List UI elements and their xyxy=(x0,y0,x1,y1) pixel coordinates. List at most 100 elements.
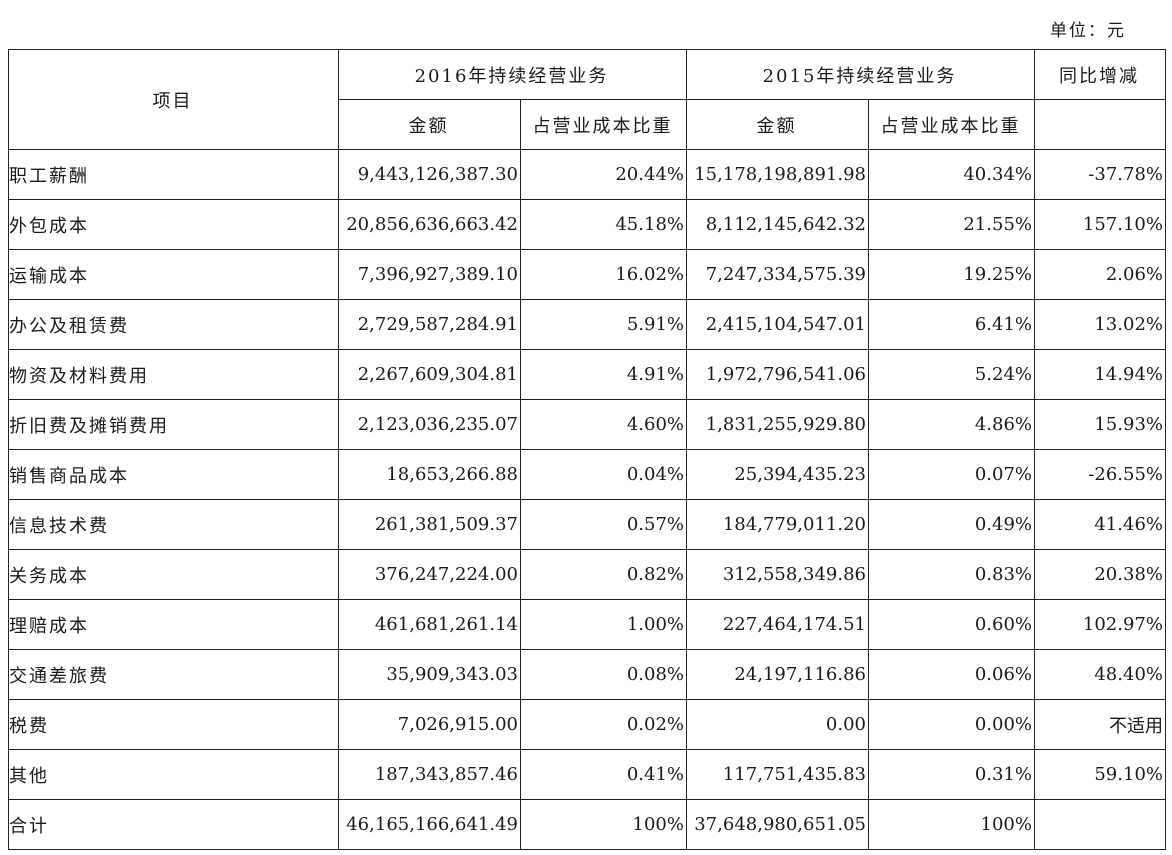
yoy-change: 14.94% xyxy=(1034,349,1166,400)
row-name: 折旧费及摊销费用 xyxy=(8,399,339,450)
amount-2016: 187,343,857.46 xyxy=(338,749,521,800)
row-name: 信息技术费 xyxy=(8,499,339,550)
yoy-change: 不适用 xyxy=(1034,699,1166,750)
amount-2016: 9,443,126,387.30 xyxy=(338,149,521,200)
table-row: 关务成本 376,247,224.00 0.82% 312,558,349.86… xyxy=(8,549,1166,600)
table-row: 其他 187,343,857.46 0.41% 117,751,435.83 0… xyxy=(8,749,1166,800)
ratio-2016: 0.41% xyxy=(520,749,687,800)
cost-table: 项目 2016年持续经营业务 2015年持续经营业务 同比增减 金额 占营业成本… xyxy=(8,49,1166,850)
ratio-2015: 40.34% xyxy=(868,149,1035,200)
ratio-2016: 0.82% xyxy=(520,549,687,600)
row-name: 职工薪酬 xyxy=(8,149,339,200)
row-name: 其他 xyxy=(8,749,339,800)
table-row: 交通差旅费 35,909,343.03 0.08% 24,197,116.86 … xyxy=(8,649,1166,700)
yoy-change: 13.02% xyxy=(1034,299,1166,350)
amount-2015: 227,464,174.51 xyxy=(686,599,869,650)
row-name: 合计 xyxy=(8,799,339,850)
amount-2015: 117,751,435.83 xyxy=(686,749,869,800)
ratio-2015: 0.60% xyxy=(868,599,1035,650)
amount-2016: 7,396,927,389.10 xyxy=(338,249,521,300)
ratio-2016: 0.02% xyxy=(520,699,687,750)
amount-2016: 18,653,266.88 xyxy=(338,449,521,500)
ratio-2016: 16.02% xyxy=(520,249,687,300)
amount-2016: 7,026,915.00 xyxy=(338,699,521,750)
header-2016: 2016年持续经营业务 xyxy=(338,49,687,100)
ratio-2015: 4.86% xyxy=(868,399,1035,450)
amount-2015: 15,178,198,891.98 xyxy=(686,149,869,200)
row-name: 办公及租赁费 xyxy=(8,299,339,350)
unit-label: 单位：元 xyxy=(1050,21,1126,41)
ratio-2016: 4.91% xyxy=(520,349,687,400)
ratio-2015: 5.24% xyxy=(868,349,1035,400)
table-row: 办公及租赁费 2,729,587,284.91 5.91% 2,415,104,… xyxy=(8,299,1166,350)
ratio-2015: 6.41% xyxy=(868,299,1035,350)
ratio-2016: 4.60% xyxy=(520,399,687,450)
yoy-change: 59.10% xyxy=(1034,749,1166,800)
ratio-2015: 19.25% xyxy=(868,249,1035,300)
amount-2016: 2,123,036,235.07 xyxy=(338,399,521,450)
yoy-change: 20.38% xyxy=(1034,549,1166,600)
ratio-2016: 45.18% xyxy=(520,199,687,250)
table-row: 外包成本 20,856,636,663.42 45.18% 8,112,145,… xyxy=(8,199,1166,250)
row-name: 关务成本 xyxy=(8,549,339,600)
amount-2016: 2,729,587,284.91 xyxy=(338,299,521,350)
ratio-2015: 0.00% xyxy=(868,699,1035,750)
yoy-change: 102.97% xyxy=(1034,599,1166,650)
yoy-change: 15.93% xyxy=(1034,399,1166,450)
table-row: 运输成本 7,396,927,389.10 16.02% 7,247,334,5… xyxy=(8,249,1166,300)
amount-2016: 20,856,636,663.42 xyxy=(338,199,521,250)
table-row: 物资及材料费用 2,267,609,304.81 4.91% 1,972,796… xyxy=(8,349,1166,400)
header-yoy: 同比增减 xyxy=(1034,49,1166,100)
amount-2015: 184,779,011.20 xyxy=(686,499,869,550)
yoy-change xyxy=(1034,799,1166,850)
ratio-2016: 1.00% xyxy=(520,599,687,650)
amount-2015: 1,831,255,929.80 xyxy=(686,399,869,450)
row-name: 物资及材料费用 xyxy=(8,349,339,400)
amount-2016: 46,165,166,641.49 xyxy=(338,799,521,850)
row-name: 税费 xyxy=(8,699,339,750)
table-row: 理赔成本 461,681,261.14 1.00% 227,464,174.51… xyxy=(8,599,1166,650)
ratio-2016: 0.04% xyxy=(520,449,687,500)
ratio-2015: 0.07% xyxy=(868,449,1035,500)
yoy-change: 41.46% xyxy=(1034,499,1166,550)
header-ratio-2015: 占营业成本比重 xyxy=(868,99,1035,150)
amount-2015: 25,394,435.23 xyxy=(686,449,869,500)
header-amount-2016: 金额 xyxy=(338,99,521,150)
table-row: 税费 7,026,915.00 0.02% 0.00 0.00% 不适用 xyxy=(8,699,1166,750)
total-row: 合计 46,165,166,641.49 100% 37,648,980,651… xyxy=(8,799,1166,850)
ratio-2016: 20.44% xyxy=(520,149,687,200)
ratio-2016: 0.08% xyxy=(520,649,687,700)
amount-2015: 312,558,349.86 xyxy=(686,549,869,600)
ratio-2015: 0.83% xyxy=(868,549,1035,600)
ratio-2016: 100% xyxy=(520,799,687,850)
yoy-change: -37.78% xyxy=(1034,149,1166,200)
table-row: 职工薪酬 9,443,126,387.30 20.44% 15,178,198,… xyxy=(8,149,1166,200)
header-2015: 2015年持续经营业务 xyxy=(686,49,1035,100)
ratio-2015: 21.55% xyxy=(868,199,1035,250)
table-row: 信息技术费 261,381,509.37 0.57% 184,779,011.2… xyxy=(8,499,1166,550)
row-name: 理赔成本 xyxy=(8,599,339,650)
amount-2016: 261,381,509.37 xyxy=(338,499,521,550)
amount-2015: 8,112,145,642.32 xyxy=(686,199,869,250)
row-name: 外包成本 xyxy=(8,199,339,250)
amount-2016: 461,681,261.14 xyxy=(338,599,521,650)
header-row-top: 项目 2016年持续经营业务 2015年持续经营业务 同比增减 xyxy=(8,49,1166,150)
header-yoy-blank xyxy=(1034,99,1166,150)
amount-2015: 7,247,334,575.39 xyxy=(686,249,869,300)
amount-2015: 2,415,104,547.01 xyxy=(686,299,869,350)
row-name: 运输成本 xyxy=(8,249,339,300)
row-name: 销售商品成本 xyxy=(8,449,339,500)
amount-2015: 1,972,796,541.06 xyxy=(686,349,869,400)
amount-2016: 2,267,609,304.81 xyxy=(338,349,521,400)
amount-2016: 35,909,343.03 xyxy=(338,649,521,700)
ratio-2015: 0.31% xyxy=(868,749,1035,800)
yoy-change: 157.10% xyxy=(1034,199,1166,250)
header-ratio-2016: 占营业成本比重 xyxy=(520,99,687,150)
ratio-2015: 0.06% xyxy=(868,649,1035,700)
header-row-sub: 金额 占营业成本比重 金额 占营业成本比重 xyxy=(9,99,1166,150)
table-row: 折旧费及摊销费用 2,123,036,235.07 4.60% 1,831,25… xyxy=(8,399,1166,450)
ratio-2015: 100% xyxy=(868,799,1035,850)
header-item: 项目 xyxy=(8,49,339,150)
table-row: 销售商品成本 18,653,266.88 0.04% 25,394,435.23… xyxy=(8,449,1166,500)
yoy-change: 2.06% xyxy=(1034,249,1166,300)
